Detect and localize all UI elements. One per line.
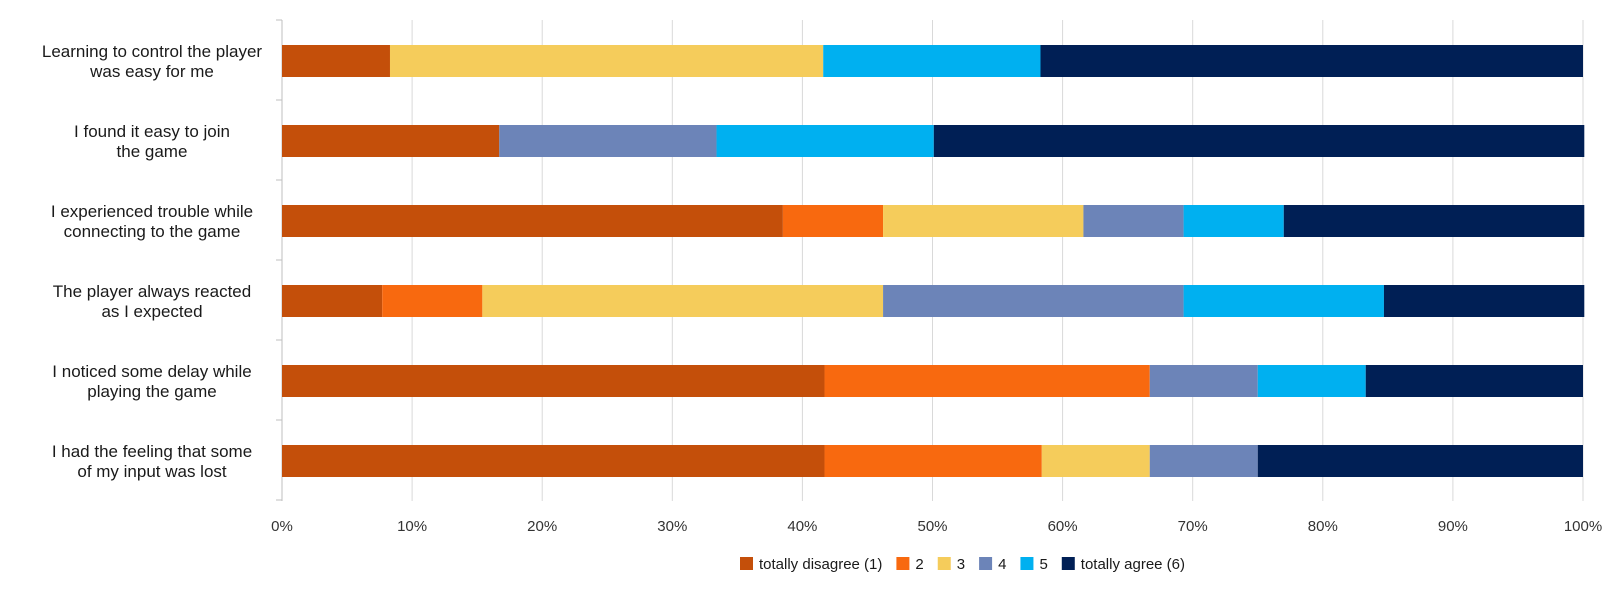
- category-labels: Learning to control the player was easy f…: [42, 42, 263, 481]
- bar-segment: [389, 45, 824, 77]
- bar-segment: [282, 285, 383, 317]
- category-label: I noticed some delay while playing the ga…: [52, 362, 251, 401]
- bar-segment: [1257, 445, 1583, 477]
- legend-item: 3: [937, 556, 965, 573]
- x-tick-label: 70%: [1178, 518, 1208, 535]
- bar-segment: [883, 205, 1084, 237]
- category-label: I experienced trouble while connecting to…: [51, 202, 253, 241]
- legend-label: 5: [1039, 556, 1047, 573]
- legend-swatch: [979, 557, 993, 570]
- bar-segment: [482, 285, 884, 317]
- legend-swatch: [740, 557, 753, 570]
- bar-segment: [282, 45, 390, 77]
- legend: totally disagree (1) 2 3 4 5 totally agree (6…: [740, 556, 1185, 573]
- x-tick-label: 80%: [1308, 518, 1338, 535]
- x-tick-label: 10%: [397, 518, 427, 535]
- legend-swatch: [1020, 557, 1034, 570]
- legend-label: 2: [915, 556, 923, 573]
- bar-segment: [1040, 45, 1583, 77]
- x-tick-label: 30%: [657, 518, 687, 535]
- bar-segment: [282, 365, 825, 397]
- legend-item: 5: [1020, 556, 1048, 573]
- category-label: I had the feeling that some of my input w…: [52, 442, 252, 481]
- bar-segment: [883, 285, 1184, 317]
- legend-swatch: [896, 557, 910, 570]
- x-tick-label: 20%: [527, 518, 557, 535]
- bar-segment: [824, 445, 1042, 477]
- legend-item: totally agree (6): [1061, 556, 1185, 573]
- bar-segment: [1183, 205, 1284, 237]
- bar-segment: [716, 125, 934, 157]
- bar-segment: [1183, 285, 1384, 317]
- bar-segment: [824, 365, 1150, 397]
- legend-label: totally disagree (1): [759, 556, 882, 573]
- bar-segment: [782, 205, 884, 237]
- x-axis-ticks: 0% 10% 20% 30% 40% 50% 60% 70% 80% 90% 100%: [271, 518, 1602, 535]
- bar-segment: [1041, 445, 1150, 477]
- bar-segment: [823, 45, 1041, 77]
- bar-segment: [1283, 205, 1585, 237]
- x-tick-label: 60%: [1048, 518, 1078, 535]
- x-tick-label: 100%: [1564, 518, 1602, 535]
- category-label: The player always reacted as I expected: [53, 282, 251, 321]
- legend-item: 2: [896, 556, 924, 573]
- legend-label: totally agree (6): [1081, 556, 1185, 573]
- bars: [282, 45, 1585, 477]
- category-label: Learning to control the player was easy f…: [42, 42, 263, 81]
- bar-segment: [382, 285, 483, 317]
- legend-item: 4: [979, 556, 1006, 573]
- x-tick-label: 90%: [1438, 518, 1468, 535]
- legend-swatch: [1061, 557, 1075, 570]
- category-label: I found it easy to join the game: [74, 122, 230, 161]
- x-tick-label: 50%: [917, 518, 947, 535]
- x-tick-label: 0%: [271, 518, 293, 535]
- bar-segment: [499, 125, 717, 157]
- legend-item: totally disagree (1): [740, 556, 882, 573]
- legend-label: 3: [957, 556, 965, 573]
- bar-segment: [1257, 365, 1366, 397]
- bar-segment: [933, 125, 1585, 157]
- bar-segment: [282, 205, 783, 237]
- bar-segment: [1149, 365, 1258, 397]
- bar-segment: [282, 125, 500, 157]
- bar-segment: [1365, 365, 1583, 397]
- gridlines: [276, 19, 1584, 501]
- bar-segment: [282, 445, 825, 477]
- bar-segment: [1383, 285, 1585, 317]
- legend-swatch: [937, 557, 951, 570]
- bar-segment: [1149, 445, 1258, 477]
- bar-segment: [1083, 205, 1184, 237]
- x-tick-label: 40%: [787, 518, 817, 535]
- legend-label: 4: [998, 556, 1006, 573]
